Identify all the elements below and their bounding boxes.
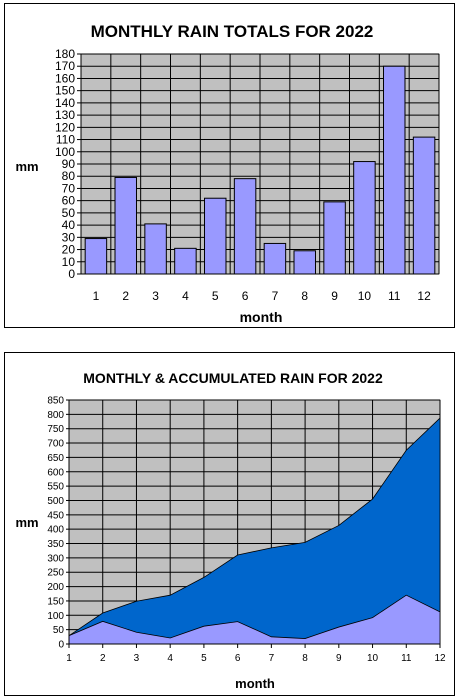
- x-tick-label: 9: [331, 289, 338, 303]
- bar-month-8: [293, 250, 316, 275]
- area-accumulated-rain: [68, 417, 441, 645]
- y-tick-label: 140: [55, 96, 75, 110]
- y-tick-label: 110: [56, 133, 75, 147]
- y-tick-label: 450: [47, 510, 64, 521]
- bar-month-7: [263, 242, 287, 275]
- y-tick-label: 300: [47, 553, 64, 564]
- y-tick-label: 70: [62, 181, 76, 195]
- y-tick-label: 350: [47, 539, 64, 550]
- y-tick-label: 850: [47, 396, 64, 407]
- y-axis-label: mm: [15, 515, 38, 530]
- bar-month-6: [233, 178, 257, 275]
- x-tick-label: 10: [367, 653, 379, 664]
- y-tick-label: 150: [55, 84, 75, 98]
- x-axis-label: month: [240, 309, 283, 325]
- x-tick-label: 7: [269, 653, 275, 664]
- y-tick-label: 10: [62, 255, 76, 269]
- bar-month-4: [174, 247, 197, 275]
- y-tick-label: 60: [62, 194, 76, 208]
- y-tick-label: 80: [62, 169, 76, 183]
- y-tick-label: 250: [47, 568, 64, 579]
- y-tick-label: 130: [55, 108, 75, 122]
- x-tick-label: 5: [212, 289, 219, 303]
- y-tick-label: 550: [47, 482, 64, 493]
- y-tick-label: 50: [62, 206, 76, 220]
- x-tick-label: 6: [235, 653, 241, 664]
- y-tick-label: 30: [62, 230, 76, 244]
- x-tick-label: 3: [134, 653, 140, 664]
- y-tick-label: 400: [47, 525, 64, 536]
- y-tick-label: 700: [47, 439, 64, 450]
- x-tick-label: 11: [401, 653, 412, 664]
- y-tick-label: 90: [62, 157, 76, 171]
- y-tick-label: 150: [47, 596, 64, 607]
- y-tick-label: 160: [55, 71, 75, 85]
- bar-month-3: [144, 223, 167, 275]
- x-tick-label: 11: [388, 289, 401, 303]
- y-tick-label: 180: [55, 47, 75, 61]
- x-tick-label: 1: [66, 653, 72, 664]
- bar-month-11: [383, 65, 406, 275]
- y-tick-label: 750: [47, 424, 64, 435]
- x-tick-label: 5: [201, 653, 207, 664]
- y-tick-label: 500: [47, 496, 64, 507]
- y-tick-label: 800: [47, 410, 64, 421]
- bar-month-1: [84, 238, 108, 275]
- x-tick-label: 8: [302, 653, 308, 664]
- y-axis-label: mm: [15, 159, 38, 174]
- x-tick-label: 7: [272, 289, 279, 303]
- monthly-rain-bar-chart: MONTHLY RAIN TOTALS FOR 2022 mm month 01…: [15, 22, 440, 325]
- y-tick-label: 50: [53, 625, 65, 636]
- y-tick-label: 650: [47, 453, 64, 464]
- x-tick-label: 4: [167, 653, 173, 664]
- y-tick-label: 100: [55, 145, 75, 159]
- bar-month-9: [323, 201, 346, 275]
- y-tick-label: 170: [55, 59, 75, 73]
- x-tick-label: 2: [100, 653, 106, 664]
- y-tick-label: 40: [62, 218, 76, 232]
- bar-month-2: [114, 176, 137, 275]
- y-tick-label: 0: [58, 640, 64, 651]
- y-tick-label: 20: [62, 243, 76, 257]
- y-tick-label: 200: [47, 582, 64, 593]
- x-tick-label: 8: [301, 289, 308, 303]
- x-axis-label: month: [235, 676, 275, 691]
- x-tick-label: 9: [336, 653, 342, 664]
- y-tick-label: 100: [47, 611, 64, 622]
- accumulated-rain-chart-panel: MONTHLY & ACCUMULATED RAIN FOR 2022 mm m…: [4, 352, 455, 696]
- y-tick-label: 0: [68, 267, 75, 281]
- y-tick-label: 600: [47, 467, 64, 478]
- bar-month-12: [412, 136, 436, 275]
- bar-month-10: [353, 161, 376, 275]
- x-tick-label: 1: [93, 289, 100, 303]
- x-tick-label: 12: [417, 289, 431, 303]
- x-tick-label: 12: [434, 653, 446, 664]
- y-tick-label: 120: [55, 120, 75, 134]
- bar-month-5: [204, 197, 227, 275]
- x-tick-label: 10: [358, 289, 372, 303]
- accumulated-rain-area-chart: MONTHLY & ACCUMULATED RAIN FOR 2022 mm m…: [15, 370, 446, 691]
- x-tick-label: 6: [242, 289, 249, 303]
- area-monthly-rain: [68, 594, 441, 645]
- x-tick-label: 3: [152, 289, 159, 303]
- chart-title: MONTHLY & ACCUMULATED RAIN FOR 2022: [83, 370, 383, 386]
- x-tick-label: 2: [122, 289, 129, 303]
- x-tick-label: 4: [182, 289, 189, 303]
- chart-title: MONTHLY RAIN TOTALS FOR 2022: [91, 22, 374, 41]
